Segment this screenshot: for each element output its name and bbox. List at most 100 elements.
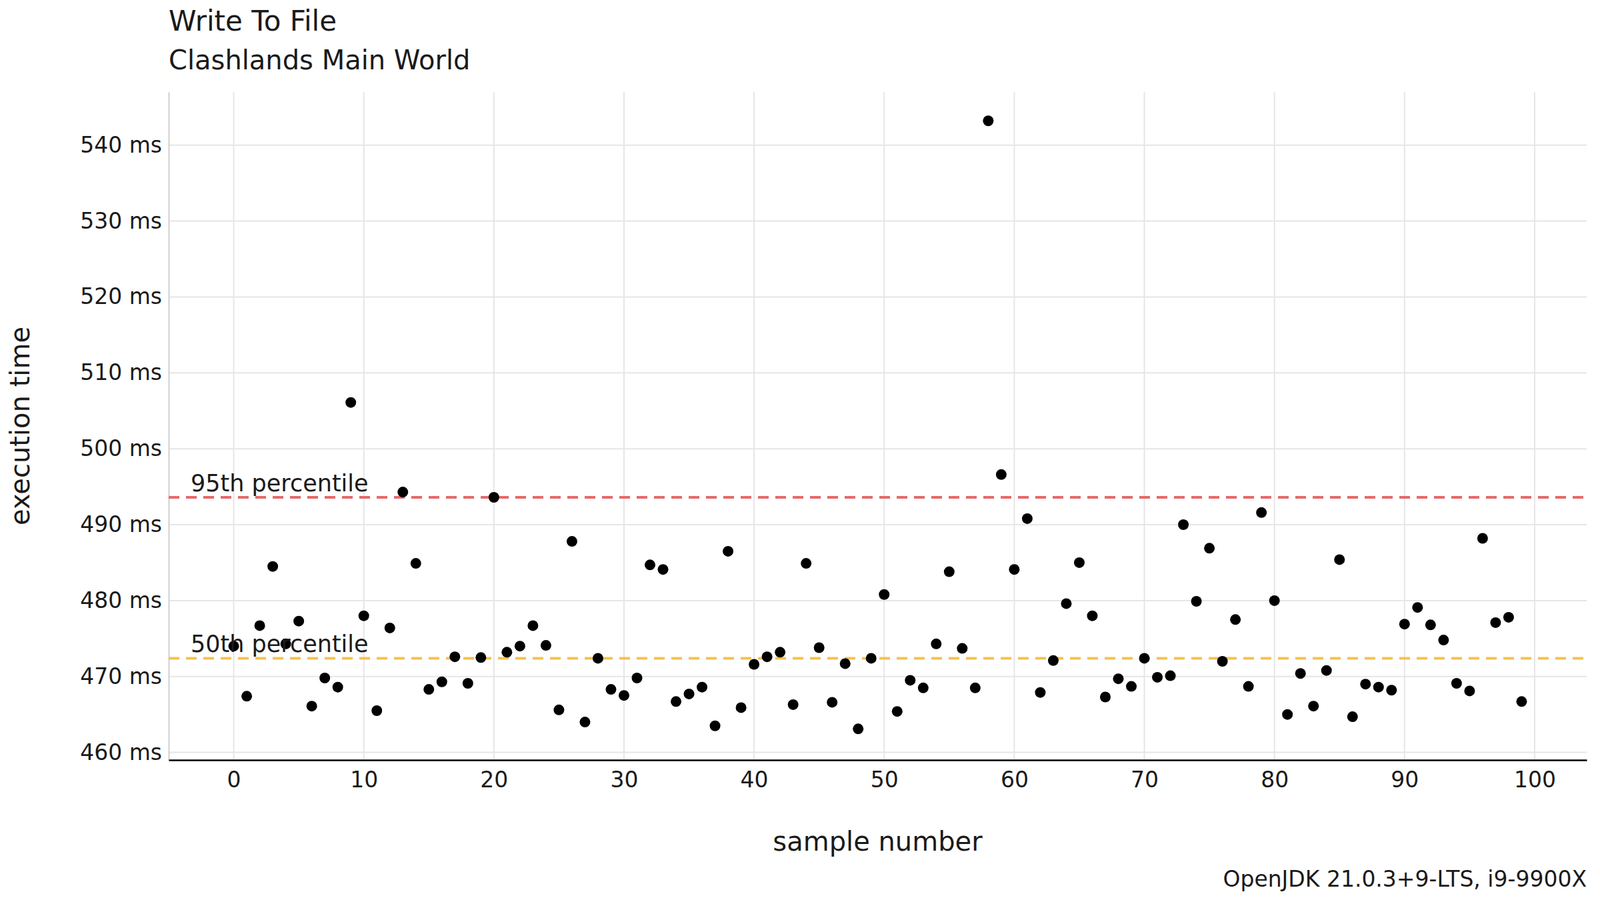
point [956,643,968,654]
tick: 10 [350,760,378,793]
point [384,622,396,634]
point [852,723,864,734]
point [1399,618,1410,630]
tick: 70 [1130,760,1159,793]
points [228,115,1528,734]
plot-area [168,115,1587,734]
subtitle: Clashlands Main World [168,44,471,76]
point [722,546,734,557]
x-axis-title: sample number [772,826,983,857]
y-axis-line [168,92,170,761]
tick: 470 ms [80,663,169,690]
tick-label: 80 [1260,766,1289,793]
tick: 20 [480,760,508,793]
point [462,678,474,689]
point [527,620,538,631]
point [658,564,669,575]
point [423,684,434,695]
point [1490,617,1501,628]
tick-label: 520 ms [80,283,162,310]
point [358,610,370,622]
point [254,620,266,631]
tick-label: 510 ms [80,359,162,386]
tick-label: 20 [480,766,508,793]
tick: 90 [1390,760,1419,793]
tick: 80 [1260,760,1289,793]
tick: 490 ms [80,511,169,538]
grid-line [168,600,1587,602]
point [710,720,721,732]
point [840,658,851,669]
grid-line [168,524,1587,526]
point [1230,614,1241,625]
point [1334,554,1345,565]
tick-label: 460 ms [80,739,162,766]
tick-label: 30 [610,766,638,793]
point [1516,696,1527,707]
point [892,706,903,717]
point [904,674,916,686]
y-axis-title: execution time [4,326,36,526]
point [1178,519,1189,530]
point [918,682,929,694]
point [514,640,526,652]
reference-line [168,496,1587,499]
point [566,536,578,547]
tick-label: 500 ms [80,435,162,462]
grid-line [1404,92,1406,760]
grid-line [363,92,365,760]
tick-label: 40 [740,766,769,793]
grid-line [168,676,1587,678]
reference-label: 95th percentile [190,470,369,497]
reference-line [168,656,1587,660]
point [684,688,695,700]
point [1373,682,1384,693]
point [475,652,486,663]
point [449,651,460,662]
point [1425,619,1436,630]
tick: 50 [870,760,899,793]
point [982,115,994,126]
chart: 460 ms470 ms480 ms490 ms500 ms510 ms520 … [0,0,1600,900]
point [1048,655,1059,666]
point [762,651,773,662]
point [371,705,382,716]
tick-label: 90 [1390,766,1419,793]
tick: 30 [610,760,638,793]
point [501,646,512,658]
point [1438,634,1449,646]
point [1022,513,1033,524]
point [293,616,304,627]
point [736,702,747,713]
grid-line [168,752,1587,754]
point [1243,681,1254,692]
point [1191,596,1202,607]
tick: 500 ms [80,435,169,462]
point [1464,685,1475,696]
point [1060,598,1072,609]
point [553,704,564,716]
tick-label: 540 ms [80,132,162,158]
tick: 530 ms [80,208,169,234]
point [579,716,590,728]
point [866,652,877,664]
point [800,558,812,569]
point [618,690,630,701]
point [1282,709,1293,720]
point [436,676,448,688]
point [631,672,642,684]
tick-label: 100 [1514,766,1556,793]
grid-line [233,92,235,760]
point [1139,652,1150,664]
point [345,397,356,408]
tick: 540 ms [80,132,169,158]
point [944,566,955,578]
tick-label: 70 [1130,766,1159,793]
tick-label: 0 [227,766,242,793]
x-axis: 0102030405060708090100 [169,760,1588,793]
point [814,642,825,653]
point [1269,595,1280,606]
point [1165,670,1176,682]
grid-line [168,296,1587,298]
point [1086,610,1098,622]
